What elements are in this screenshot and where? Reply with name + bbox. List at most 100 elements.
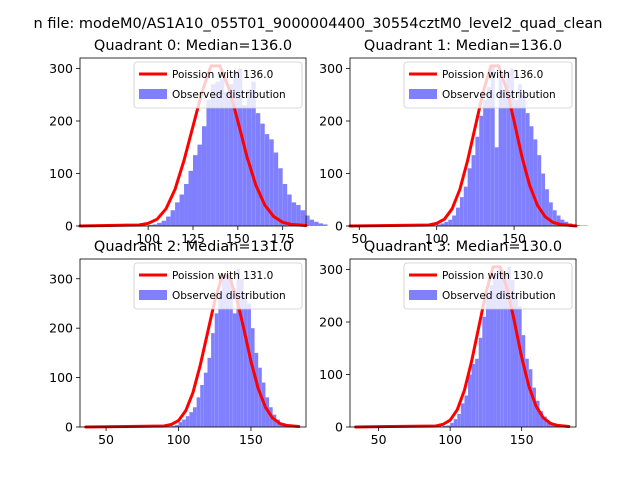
histogram-bar xyxy=(494,147,499,226)
histogram-bar xyxy=(148,224,153,226)
chart-quadrant-1: Quadrant 1: Median=136.0 50 100 150 0 100 200 3… xyxy=(319,38,588,246)
histogram-bar xyxy=(533,139,538,227)
histogram-bar xyxy=(525,358,529,427)
histogram-bar xyxy=(535,400,540,427)
y-tick-label: 100 xyxy=(49,166,73,181)
histogram-bar xyxy=(478,337,483,427)
histogram-bar xyxy=(514,100,518,226)
histogram-bar xyxy=(184,184,189,226)
histogram-bar xyxy=(207,357,212,427)
histogram-bar xyxy=(475,136,480,226)
histogram-bar xyxy=(291,202,297,227)
histogram-bar xyxy=(214,313,219,427)
chart-quadrant-0: Quadrant 0: Median=136.0 100 125 150 175 0 100… xyxy=(49,38,328,246)
histogram-bar xyxy=(459,197,464,227)
histogram-bar xyxy=(200,385,204,427)
histogram-bar xyxy=(152,224,158,226)
histogram-bar xyxy=(225,273,230,427)
histogram-bar xyxy=(264,134,270,227)
histogram-bar xyxy=(552,210,557,226)
histogram-bar xyxy=(503,274,508,427)
legend-label: Observed distribution xyxy=(172,290,286,302)
histogram-bar xyxy=(232,313,237,427)
legend-label: Poission with 131.0 xyxy=(172,270,273,282)
histogram-bar xyxy=(510,280,515,427)
axes-frame xyxy=(349,57,577,227)
histogram-bar xyxy=(442,425,447,427)
histogram-bar xyxy=(543,416,547,427)
histogram-bar xyxy=(490,65,495,227)
legend-label: Observed distribution xyxy=(442,89,556,101)
histogram-bar xyxy=(197,144,202,227)
legend-fill-swatch xyxy=(409,89,437,99)
histogram-bar xyxy=(193,407,197,427)
histogram-bar xyxy=(576,224,580,226)
histogram-bar xyxy=(483,100,487,226)
y-tick-label: 0 xyxy=(335,219,343,234)
figure-suptitle: n file: modeM0/AS1A10_055T01_9000004400_… xyxy=(34,16,603,32)
chart-title: Quadrant 3: Median=130.0 xyxy=(364,239,562,255)
histogram-bar xyxy=(525,113,530,227)
histogram-bar xyxy=(468,374,472,427)
histogram-bar xyxy=(444,221,449,226)
y-tick-label: 300 xyxy=(49,271,73,286)
y-tick-label: 100 xyxy=(319,367,343,382)
histogram-bar xyxy=(539,411,544,427)
histogram-bar xyxy=(219,79,225,226)
y-tick-label: 200 xyxy=(319,114,343,129)
y-tick-label: 100 xyxy=(49,370,73,385)
histogram-bar xyxy=(236,268,241,427)
histogram-bar xyxy=(218,293,222,427)
histogram-bar xyxy=(518,306,522,427)
chart-quadrant-3: Quadrant 3: Median=130.0 50 100 150 0 100 200 3… xyxy=(319,239,577,447)
y-tick-label: 300 xyxy=(49,61,73,76)
histogram-bar xyxy=(179,194,185,226)
histogram-bar xyxy=(273,152,279,226)
histogram-bar xyxy=(440,223,445,227)
histogram-bar xyxy=(240,278,244,427)
histogram-bar xyxy=(583,225,588,226)
legend-label: Observed distribution xyxy=(442,290,556,302)
legend-label: Poission with 136.0 xyxy=(442,69,543,81)
histogram-bar xyxy=(471,364,476,427)
x-tick-label: 50 xyxy=(351,231,367,246)
histogram-bar xyxy=(448,219,453,226)
histogram-bar xyxy=(532,387,536,428)
histogram-bar xyxy=(471,155,476,227)
chart-quadrant-2: Quadrant 2: Median=131.0 50 100 150 0 100 200 3… xyxy=(49,239,307,447)
x-tick-label: 175 xyxy=(271,231,295,246)
histogram-bar xyxy=(560,219,565,226)
histogram-bar xyxy=(489,285,494,427)
histogram-bar xyxy=(246,89,252,226)
histogram-bar xyxy=(502,89,507,226)
histogram-bar xyxy=(498,73,503,226)
histogram-bar xyxy=(464,395,469,427)
y-tick-label: 0 xyxy=(335,420,343,435)
x-tick-label: 100 xyxy=(136,231,160,246)
legend: Poission with 136.0 Observed distribution xyxy=(133,61,303,109)
x-tick-label: 50 xyxy=(98,432,114,447)
x-tick-label: 50 xyxy=(371,432,387,447)
histogram-bar xyxy=(254,352,259,427)
chart-title: Quadrant 2: Median=131.0 xyxy=(94,239,292,255)
y-tick-label: 300 xyxy=(319,262,343,277)
histogram-bar xyxy=(521,335,526,428)
histogram-bar xyxy=(296,205,301,226)
histogram-bar xyxy=(237,68,243,226)
histogram-bar xyxy=(229,278,233,427)
histogram-bar xyxy=(514,295,519,427)
histogram-bar xyxy=(446,425,451,427)
histogram-bar xyxy=(485,295,490,427)
histogram-bar xyxy=(215,81,220,227)
histogram-bar xyxy=(479,115,484,226)
histogram-bar xyxy=(528,369,533,427)
histogram-bar xyxy=(493,274,497,427)
histogram-bar xyxy=(211,333,215,427)
histogram-bar xyxy=(189,412,193,427)
histogram-bar xyxy=(174,425,179,427)
histogram-bar xyxy=(318,223,324,227)
histogram-bar xyxy=(545,189,549,226)
histogram-bar xyxy=(210,84,216,226)
histogram-bar xyxy=(482,316,486,427)
